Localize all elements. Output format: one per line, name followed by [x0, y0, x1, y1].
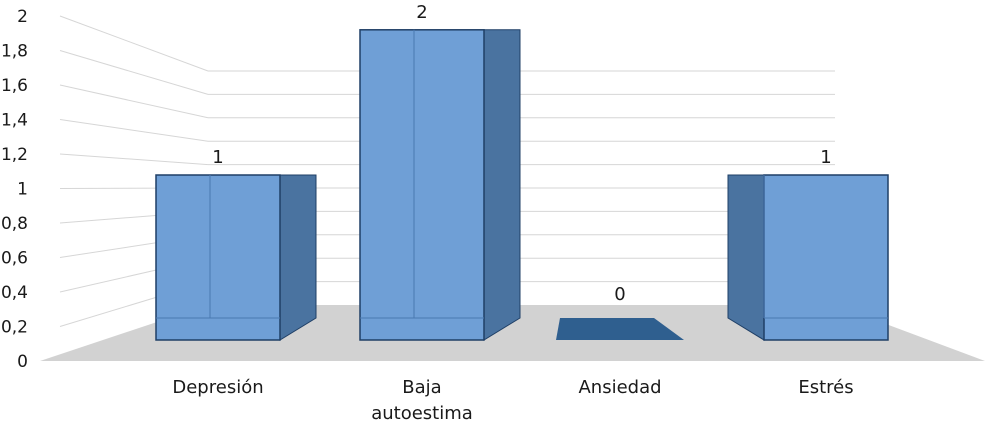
bar-front	[155, 174, 281, 341]
gridline-diagonal	[59, 50, 209, 95]
y-tick-label: 0,6	[1, 249, 28, 269]
y-tick-label: 1,6	[1, 76, 28, 96]
data-label: 0	[614, 284, 625, 305]
data-label: 2	[416, 2, 427, 23]
category-label: Estrés	[798, 377, 853, 398]
bar-side	[483, 29, 521, 341]
gridline-diagonal	[59, 84, 209, 119]
data-label: 1	[820, 147, 831, 168]
bars	[155, 29, 889, 341]
category-label: Ansiedad	[578, 377, 661, 398]
y-tick-label: 0,4	[1, 283, 28, 303]
bar-3	[556, 318, 684, 340]
data-labels: 1 2 0 1	[212, 2, 831, 305]
bar-flat	[556, 318, 684, 340]
y-tick-label: 0,2	[1, 318, 28, 338]
bar-1	[155, 174, 317, 341]
y-tick-label: 0	[17, 352, 28, 372]
y-axis-ticks: 0 0,2 0,4 0,6 0,8 1 1,2 1,4 1,6 1,8 2	[1, 7, 28, 372]
data-label: 1	[212, 147, 223, 168]
bar-4	[727, 174, 889, 341]
y-tick-label: 1,2	[1, 145, 28, 165]
bar-2	[359, 29, 521, 341]
y-tick-label: 2	[17, 7, 28, 27]
y-tick-label: 1,4	[1, 111, 28, 131]
bar-side	[727, 174, 765, 341]
y-tick-label: 0,8	[1, 214, 28, 234]
gridline-diagonal	[59, 153, 209, 166]
category-labels: Depresión Baja autoestima Ansiedad Estrés	[172, 377, 853, 424]
gridline-diagonal	[59, 119, 209, 142]
category-label: autoestima	[371, 403, 473, 424]
gridline-diagonal	[59, 15, 209, 72]
category-label: Baja	[402, 377, 441, 398]
category-label: Depresión	[172, 377, 263, 398]
y-tick-label: 1,8	[1, 42, 28, 62]
bar-front	[763, 174, 889, 341]
bar-side	[279, 174, 317, 341]
y-tick-label: 1	[17, 180, 28, 200]
bar-front	[359, 29, 485, 341]
